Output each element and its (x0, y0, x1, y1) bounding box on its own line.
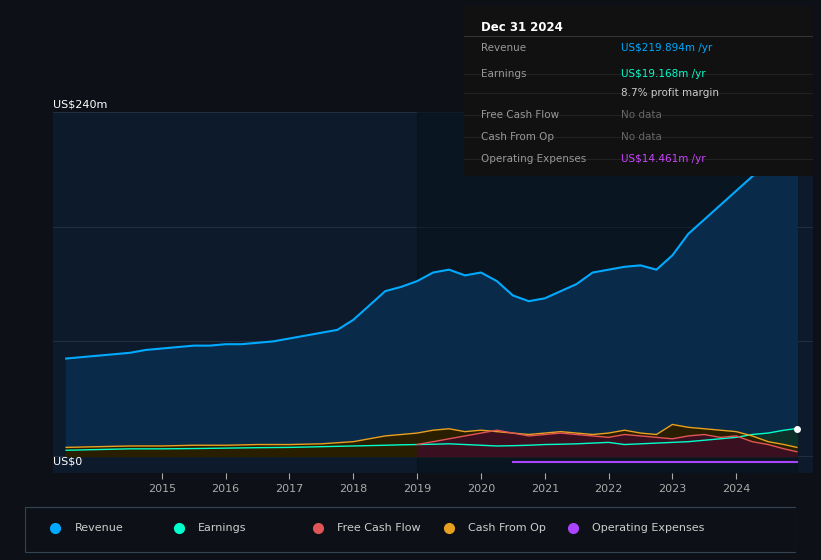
Text: Dec 31 2024: Dec 31 2024 (481, 21, 563, 34)
Text: Free Cash Flow: Free Cash Flow (337, 523, 421, 533)
Text: Earnings: Earnings (481, 69, 527, 79)
Text: Free Cash Flow: Free Cash Flow (481, 110, 559, 120)
Bar (417, 112, 797, 473)
Text: Revenue: Revenue (481, 43, 526, 53)
Text: US$240m: US$240m (53, 99, 108, 109)
Text: US$19.168m /yr: US$19.168m /yr (621, 69, 705, 79)
Text: No data: No data (621, 132, 662, 142)
Text: Cash From Op: Cash From Op (481, 132, 554, 142)
Text: Cash From Op: Cash From Op (469, 523, 546, 533)
Text: Operating Expenses: Operating Expenses (592, 523, 704, 533)
Text: US$14.461m /yr: US$14.461m /yr (621, 154, 705, 164)
Text: US$0: US$0 (53, 456, 83, 466)
Text: Earnings: Earnings (199, 523, 247, 533)
Text: 8.7% profit margin: 8.7% profit margin (621, 87, 719, 97)
Text: Revenue: Revenue (75, 523, 123, 533)
Text: Operating Expenses: Operating Expenses (481, 154, 586, 164)
Text: US$219.894m /yr: US$219.894m /yr (621, 43, 712, 53)
Text: No data: No data (621, 110, 662, 120)
